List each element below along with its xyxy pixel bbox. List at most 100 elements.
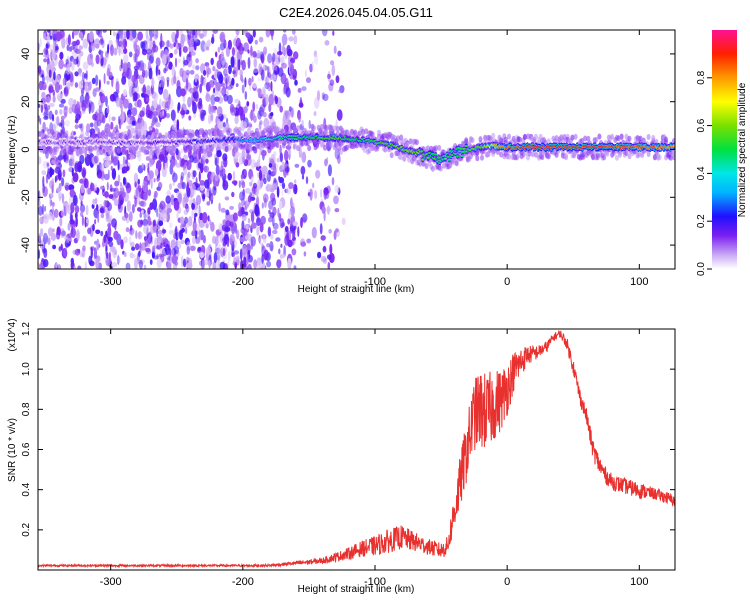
heatmap-cell — [169, 183, 172, 191]
heatmap-cell — [193, 156, 200, 164]
heatmap-cell — [123, 251, 127, 257]
heatmap-cell — [108, 251, 111, 261]
heatmap-cell — [96, 204, 99, 211]
heatmap-cell — [154, 30, 159, 39]
heatmap-cell — [41, 91, 46, 99]
heatmap-cell — [82, 169, 86, 180]
heatmap-cell — [267, 226, 272, 237]
heatmap-cell — [220, 160, 227, 168]
heatmap-cell — [98, 262, 102, 269]
heatmap-cell — [95, 87, 101, 92]
heatmap-cell — [244, 187, 251, 194]
heatmap-cell — [247, 254, 253, 263]
spectrogram-heatmap — [38, 30, 675, 269]
heatmap-cell — [82, 80, 85, 91]
heatmap-cell — [204, 76, 207, 85]
heatmap-cell — [280, 55, 285, 66]
heatmap-cell — [204, 179, 210, 189]
heatmap-cell — [180, 255, 184, 268]
heatmap-cell — [208, 259, 211, 269]
heatmap-cell — [95, 54, 100, 65]
heatmap-cell — [108, 194, 114, 199]
heatmap-cell — [155, 122, 161, 128]
heatmap-cell — [307, 145, 312, 152]
heatmap-cell — [146, 236, 151, 248]
heatmap-cell — [244, 91, 248, 100]
heatmap-cell — [126, 200, 131, 212]
heatmap-cell — [258, 122, 262, 131]
heatmap-cell — [63, 248, 67, 257]
heatmap-cell — [168, 61, 173, 70]
heatmap-cell — [94, 219, 97, 225]
heatmap-cell — [426, 156, 430, 159]
heatmap-cell — [156, 258, 162, 268]
heatmap-cell — [233, 256, 237, 265]
heatmap-cell — [72, 172, 79, 183]
heatmap-cell — [208, 80, 215, 88]
heatmap-cell — [275, 237, 281, 242]
heatmap-cell — [73, 99, 77, 105]
heatmap-cell — [174, 57, 178, 68]
heatmap-cell — [199, 185, 205, 191]
heatmap-cell — [573, 133, 578, 140]
heatmap-cell — [148, 158, 154, 167]
heatmap-cell — [185, 226, 188, 235]
heatmap-cell — [214, 174, 219, 182]
heatmap-cell — [189, 30, 196, 35]
heatmap-cell — [118, 30, 124, 39]
heatmap-cell — [264, 77, 270, 83]
heatmap-cell — [73, 194, 78, 207]
heatmap-cell — [114, 223, 117, 231]
heatmap-cell — [256, 217, 261, 227]
heatmap-cell — [125, 227, 130, 233]
heatmap-cell — [97, 213, 100, 224]
heatmap-cell — [46, 162, 50, 167]
heatmap-cell — [103, 191, 109, 198]
heatmap-cell — [389, 152, 394, 159]
heatmap-cell — [235, 255, 240, 261]
heatmap-cell — [137, 61, 142, 67]
heatmap-cell — [298, 112, 302, 123]
heatmap-cell — [68, 158, 73, 167]
heatmap-cell — [168, 222, 173, 229]
heatmap-cell — [282, 43, 285, 55]
heatmap-cell — [262, 111, 267, 118]
heatmap-cell — [192, 236, 196, 245]
heatmap-cell — [279, 200, 283, 210]
heatmap-cell — [82, 235, 87, 242]
heatmap-cell — [205, 223, 209, 229]
heatmap-cell — [99, 207, 105, 214]
heatmap-cell — [229, 205, 235, 210]
heatmap-cell — [218, 202, 221, 212]
heatmap-cell — [159, 42, 163, 50]
heatmap-cell — [42, 232, 49, 245]
heatmap-cell — [117, 160, 120, 171]
heatmap-cell — [133, 91, 138, 102]
heatmap-cell — [257, 178, 263, 190]
heatmap-cell — [75, 48, 79, 54]
heatmap-cell — [225, 46, 230, 57]
heatmap-cell — [114, 180, 120, 187]
heatmap-cell — [79, 178, 85, 184]
heatmap-cell — [261, 165, 268, 175]
heatmap-cell — [305, 176, 309, 185]
heatmap-cell — [123, 54, 129, 64]
heatmap-cell — [311, 61, 314, 70]
heatmap-cell — [90, 182, 95, 192]
heatmap-cell — [278, 42, 282, 55]
heatmap-cell — [338, 89, 344, 94]
heatmap-cell — [279, 105, 284, 113]
heatmap-cell — [189, 87, 195, 94]
heatmap-cell — [52, 244, 56, 250]
heatmap-cell — [43, 47, 49, 55]
heatmap-cell — [138, 100, 142, 108]
heatmap-cell — [153, 193, 157, 200]
heatmap-cell — [255, 103, 259, 110]
heatmap-cell — [68, 184, 75, 191]
heatmap-cell — [241, 213, 247, 222]
heatmap-cell — [335, 75, 340, 84]
heatmap-cell — [49, 180, 55, 189]
heatmap-cell — [296, 145, 301, 152]
heatmap-cell — [195, 65, 200, 71]
heatmap-cell — [185, 69, 191, 76]
